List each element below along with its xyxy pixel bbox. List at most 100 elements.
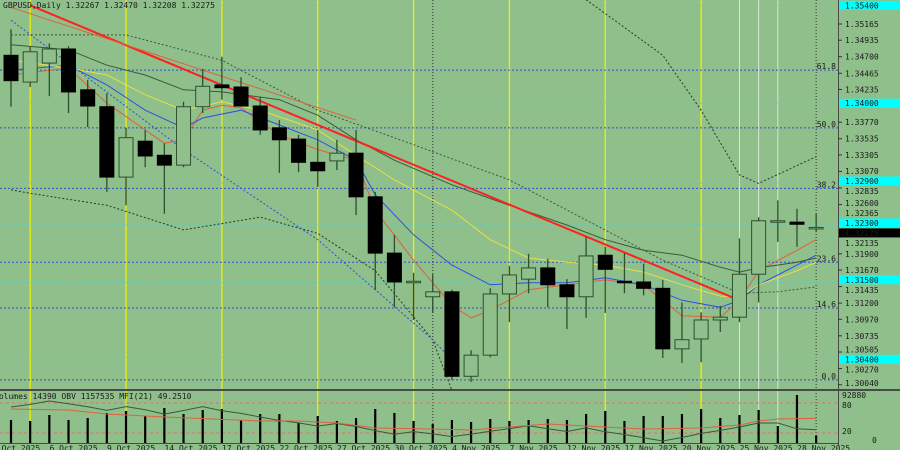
price-tick-label: 1.34700 <box>845 53 879 62</box>
price-level-tag-label: 1.35400 <box>845 1 879 10</box>
price-tick-label: 1.33770 <box>845 118 879 127</box>
time-axis-label: 14 Oct 2025 <box>165 444 218 450</box>
mfi-level-label: 20 <box>842 427 852 436</box>
time-axis-label: 30 Oct 2025 <box>395 444 448 450</box>
bullish-candle <box>578 255 594 298</box>
bearish-candle <box>252 105 268 131</box>
bearish-candle <box>444 291 460 377</box>
trendlines[interactable] <box>10 4 740 302</box>
price-level-tag-label: 1.32900 <box>845 177 879 186</box>
price-tick-label: 1.34935 <box>845 36 879 45</box>
trendline[interactable] <box>10 6 357 121</box>
vertical-lines <box>29 0 817 443</box>
price-level-tag <box>839 176 900 186</box>
bullish-candle <box>22 51 38 83</box>
bearish-candle <box>540 267 556 286</box>
price-level-tag <box>839 354 900 364</box>
price-level-tag <box>839 0 900 10</box>
price-tick-label: 1.31900 <box>845 250 879 259</box>
bullish-candle <box>118 137 134 178</box>
bearish-candle <box>214 84 230 89</box>
bearish-candle <box>386 252 402 283</box>
time-axis-label: 1 Oct 2025 <box>0 444 40 450</box>
price-tick-label: 1.33535 <box>845 135 879 144</box>
time-axis-label: 25 Nov 2025 <box>740 444 793 450</box>
bullish-candle <box>425 291 441 298</box>
time-axis-label: 20 Nov 2025 <box>682 444 735 450</box>
bearish-candle <box>80 89 96 107</box>
fibonacci-label: 61.8 <box>817 62 836 71</box>
price-tick-label: 1.30270 <box>845 365 879 374</box>
price-tick-label: 1.33070 <box>845 167 879 176</box>
price-level-tag <box>839 275 900 285</box>
current-price-label: 1.32275 <box>845 229 879 238</box>
price-tick-label: 1.30970 <box>845 315 879 324</box>
price-tick-label: 1.34235 <box>845 85 879 94</box>
bearish-candle <box>636 281 652 289</box>
time-axis-label: 9 Oct 2025 <box>107 444 155 450</box>
bearish-candle <box>156 154 172 166</box>
time-axis-label: 22 Oct 2025 <box>280 444 333 450</box>
fibonacci-label: 38.2 <box>817 180 836 189</box>
time-axis-label: 7 Nov 2025 <box>510 444 558 450</box>
bearish-candle <box>61 48 77 93</box>
envelope-upper-line <box>11 34 817 294</box>
bullish-candle <box>808 226 824 230</box>
bullish-candle <box>521 267 537 280</box>
envelope-lower-line <box>10 19 453 361</box>
price-tick-label: 1.32600 <box>845 199 879 208</box>
time-axis-label: 6 Oct 2025 <box>50 444 98 450</box>
candles <box>3 29 824 382</box>
time-axis-label: 28 Nov 2025 <box>797 444 850 450</box>
band-upper-line <box>585 0 817 184</box>
bullish-candle <box>406 280 422 284</box>
price-tick-label: 1.31435 <box>845 286 879 295</box>
bearish-candle <box>233 86 249 107</box>
fibonacci-label: 0.0 <box>822 372 837 381</box>
bullish-candle <box>770 220 786 223</box>
subwindow-label: Volumes 14390 OBV 1157535 MFI(21) 49.251… <box>0 392 192 401</box>
bearish-candle <box>310 161 326 172</box>
volume-subwindow: 80 20 <box>0 395 852 443</box>
price-level-tag-label: 1.34000 <box>845 99 879 108</box>
bearish-candle <box>789 221 805 225</box>
price-level-tag <box>839 98 900 108</box>
bearish-candle <box>597 254 613 270</box>
bullish-candle <box>693 319 709 340</box>
bearish-candle <box>3 54 19 82</box>
price-level-tag-label: 1.31500 <box>845 276 879 285</box>
price-tick-label: 1.33305 <box>845 151 879 160</box>
bullish-candle <box>751 220 767 275</box>
time-axis-label: 4 Nov 2025 <box>452 444 500 450</box>
bearish-candle <box>137 140 153 157</box>
bearish-candle <box>559 284 575 298</box>
ma-line <box>10 44 817 273</box>
time-axis-label: 12 Nov 2025 <box>567 444 620 450</box>
time-axis-label: 17 Nov 2025 <box>625 444 678 450</box>
bearish-candle <box>655 287 671 350</box>
bullish-candle <box>674 339 690 350</box>
price-tick-label: 1.32365 <box>845 209 879 218</box>
price-tick-label: 1.30040 <box>845 379 879 388</box>
band-lower-line <box>10 189 453 391</box>
price-axis[interactable]: 1.35400 1.35165 1.34935 1.34700 1.34465 1.342… <box>838 0 900 388</box>
bullish-candle <box>329 152 345 162</box>
price-tick-label: 1.32135 <box>845 239 879 248</box>
bullish-candle <box>731 273 747 318</box>
time-axis-label: 27 Oct 2025 <box>337 444 390 450</box>
bearish-candle <box>348 152 364 198</box>
bullish-candle <box>501 274 517 295</box>
time-axis: 1 Oct 2025 6 Oct 2025 9 Oct 2025 14 Oct 202… <box>0 444 850 450</box>
price-level-tag-label: 1.30400 <box>845 355 879 364</box>
volume-max-label: 92880 <box>842 391 866 400</box>
price-tick-label: 1.30505 <box>845 345 879 354</box>
zero-label: 0 <box>872 436 877 445</box>
bearish-candle <box>367 196 383 254</box>
bullish-candle <box>463 354 479 377</box>
price-tick-label: 1.34465 <box>845 69 879 78</box>
price-tick-label: 1.35165 <box>845 20 879 29</box>
price-tick-label: 1.30735 <box>845 332 879 341</box>
trendline[interactable] <box>29 4 740 302</box>
bullish-candle <box>195 85 211 108</box>
